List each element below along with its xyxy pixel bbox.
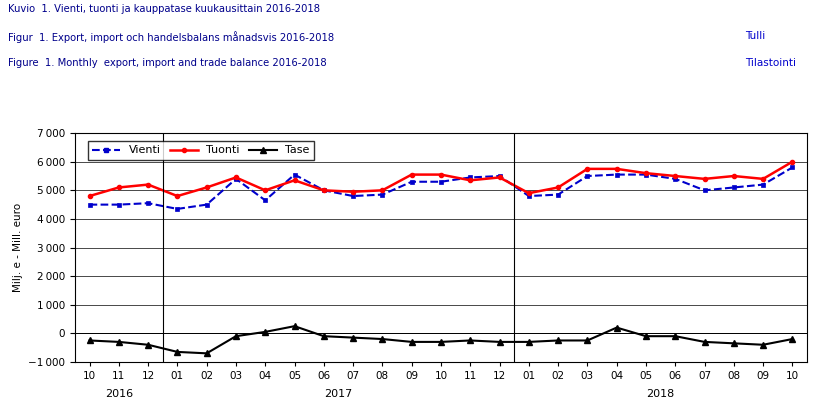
- Text: 2016: 2016: [105, 389, 133, 399]
- Text: Figure  1. Monthly  export, import and trade balance 2016-2018: Figure 1. Monthly export, import and tra…: [8, 58, 327, 68]
- Y-axis label: Milj. e - Mill. euro: Milj. e - Mill. euro: [12, 203, 22, 292]
- Legend: Vienti, Tuonti, Tase: Vienti, Tuonti, Tase: [87, 141, 314, 160]
- Text: Kuvio  1. Vienti, tuonti ja kauppatase kuukausittain 2016-2018: Kuvio 1. Vienti, tuonti ja kauppatase ku…: [8, 4, 320, 14]
- Text: Tilastointi: Tilastointi: [745, 58, 795, 68]
- Text: 2017: 2017: [324, 389, 353, 399]
- Text: Figur  1. Export, import och handelsbalans månadsvis 2016-2018: Figur 1. Export, import och handelsbalan…: [8, 31, 334, 43]
- Text: 2018: 2018: [646, 389, 675, 399]
- Text: Tulli: Tulli: [745, 31, 765, 41]
